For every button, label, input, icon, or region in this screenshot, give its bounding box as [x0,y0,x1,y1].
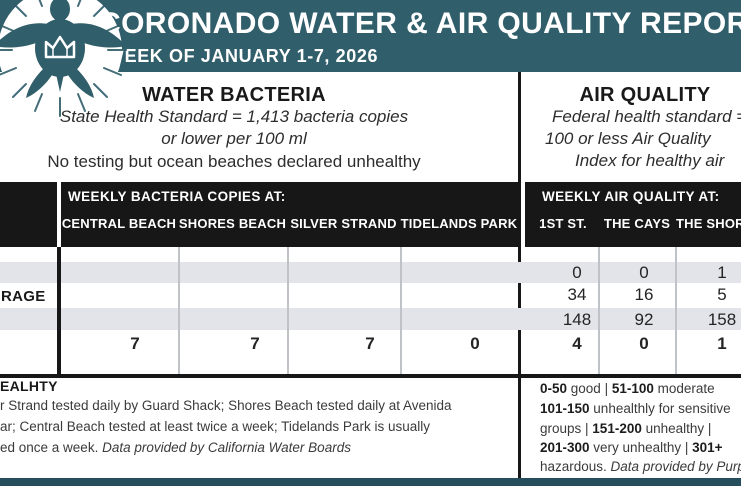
water-column-header-shores-beach: SHORES BEACH [178,216,287,231]
air-section-heading: AIR QUALITY [579,84,711,106]
air-footnote-credit: Data provided by Purp [610,459,741,474]
aqi-range: 301+ [692,440,723,455]
water-note: No testing but ocean beaches declared un… [47,152,421,171]
report-week-subtitle: WEEK OF JANUARY 1-7, 2026 [107,46,379,66]
air-column-gap [521,182,525,247]
aqi-label: good | [567,381,612,396]
column-rule [675,247,677,374]
table-bottom-border [0,374,741,378]
air-cell: 148 [562,310,592,329]
aqi-range: 0-50 [540,381,568,396]
column-rule [598,247,600,374]
aqi-range: 151-200 [592,421,642,436]
air-footnote-line1: 0-50 good | 51-100 moderate [540,381,715,396]
air-standard-line1: Federal health standard = [552,107,741,126]
aqi-label: unhealthly for sensitive [589,401,731,416]
water-footnote-line2: ar; Central Beach tested at least twice … [0,419,430,434]
water-footnote-text: ed once a week. [0,440,103,455]
table-row-stripe [0,308,741,330]
air-cell: 92 [634,310,654,329]
aqi-label: very unhealthy | [589,440,693,455]
aqi-label: groups | [540,421,593,436]
air-cell: 1 [717,263,727,282]
water-footnote-line1: r Strand tested daily by Guard Shack; Sh… [0,398,452,413]
water-cell-tidelands-park: 0 [470,334,480,353]
air-cell: 16 [634,285,654,304]
water-cell-silver-strand: 7 [365,334,375,353]
table-header-band [0,182,741,247]
air-footnote-line4: 201-300 very unhealthy | 301+ [540,440,723,455]
air-cell: 34 [567,285,587,304]
air-cell: 0 [572,263,582,282]
water-standard-line2: or lower per 100 ml [161,129,307,148]
label-column-gap [57,182,61,247]
water-footnote-credit: Data provided by California Water Boards [102,440,351,455]
air-footnote-line5: hazardous. Data provided by Purp [540,459,741,474]
column-rule [287,247,289,374]
air-column-header-1st-st: 1ST ST. [539,216,587,231]
aqi-label: moderate [653,381,715,396]
air-footnote-line3: groups | 151-200 unhealthy | [540,421,711,436]
water-footnote-line3: ed once a week. Data provided by Califor… [0,440,351,455]
air-cell-bold: 1 [717,334,727,353]
air-standard-line2: 100 or less Air Quality [545,129,711,148]
water-band-title: WEEKLY BACTERIA COPIES AT: [68,189,286,204]
water-footnote-heading-fragment: EALHTY [0,378,58,394]
aqi-label: hazardous. [540,459,611,474]
air-cell: 158 [707,310,737,329]
water-column-header-silver-strand: SILVER STRAND [290,216,397,231]
water-column-header-tidelands-park: TIDELANDS PARK [400,216,518,231]
sea-turtle-crown-logo-icon [0,0,127,117]
aqi-range: 51-100 [611,381,654,396]
column-rule [400,247,402,374]
air-footnote-line2: 101-150 unhealthly for sensitive [540,401,731,416]
air-band-title: WEEKLY AIR QUALITY AT: [542,189,720,204]
water-cell-shores-beach: 7 [250,334,260,353]
air-cell: 0 [639,263,649,282]
aqi-range: 201-300 [540,440,590,455]
page-title: CORONADO WATER & AIR QUALITY REPORT [99,7,741,40]
aqi-label: unhealthy | [641,421,712,436]
aqi-range: 101-150 [540,401,590,416]
air-cell-bold: 4 [572,334,582,353]
water-section-heading: WATER BACTERIA [142,84,326,106]
air-cell: 5 [717,285,727,304]
water-standard-line1: State Health Standard = 1,413 bacteria c… [59,107,409,126]
air-cell-bold: 0 [639,334,649,353]
column-rule [178,247,180,374]
air-standard-line3: Index for healthy air [575,151,725,170]
footer-band [0,478,741,486]
water-cell-central-beach: 7 [130,334,140,353]
air-column-header-the-shores: THE SHORES [676,216,741,231]
table-row-stripe [0,262,741,283]
header-band [0,0,741,72]
water-column-header-central-beach: CENTRAL BEACH [61,216,177,231]
label-column-border [57,247,61,374]
air-column-header-the-cays: THE CAYS [603,216,671,231]
row-label-fragment-average: RAGE [1,288,46,305]
